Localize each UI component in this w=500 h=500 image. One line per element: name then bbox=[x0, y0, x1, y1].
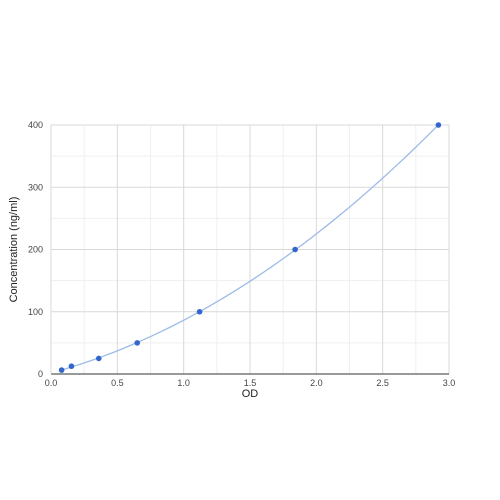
data-point bbox=[292, 246, 298, 253]
y-axis-title: Concentration (ng/ml) bbox=[8, 197, 20, 303]
data-point bbox=[68, 363, 75, 370]
trendline-path bbox=[61, 124, 439, 371]
data-point bbox=[196, 308, 203, 315]
data-points bbox=[58, 122, 442, 373]
x-tick-label: 2.0 bbox=[310, 378, 323, 388]
x-tick-label: 1.5 bbox=[244, 378, 257, 388]
data-point bbox=[95, 355, 102, 362]
x-axis-title: OD bbox=[242, 388, 259, 400]
y-tick-label: 200 bbox=[28, 245, 43, 255]
y-tick-label: 0 bbox=[38, 369, 43, 379]
y-tick-label: 100 bbox=[28, 307, 43, 317]
data-point bbox=[435, 122, 442, 128]
y-tick-label: 300 bbox=[28, 182, 43, 192]
x-tick-label: 0.5 bbox=[111, 378, 124, 388]
axes bbox=[50, 125, 449, 375]
x-tick-label: 3.0 bbox=[443, 378, 456, 388]
tick-labels: 0.0 0.5 1.0 1.5 2.0 2.5 3.0 0 100 200 300 400 bbox=[28, 120, 455, 388]
x-tick-label: 0.0 bbox=[45, 378, 58, 388]
x-tick-label: 1.0 bbox=[177, 378, 190, 388]
data-point bbox=[134, 340, 141, 346]
grid-lines bbox=[51, 124, 450, 374]
trendline bbox=[61, 124, 439, 371]
x-tick-label: 2.5 bbox=[376, 378, 389, 388]
y-tick-label: 400 bbox=[28, 120, 43, 130]
data-point bbox=[58, 367, 65, 373]
